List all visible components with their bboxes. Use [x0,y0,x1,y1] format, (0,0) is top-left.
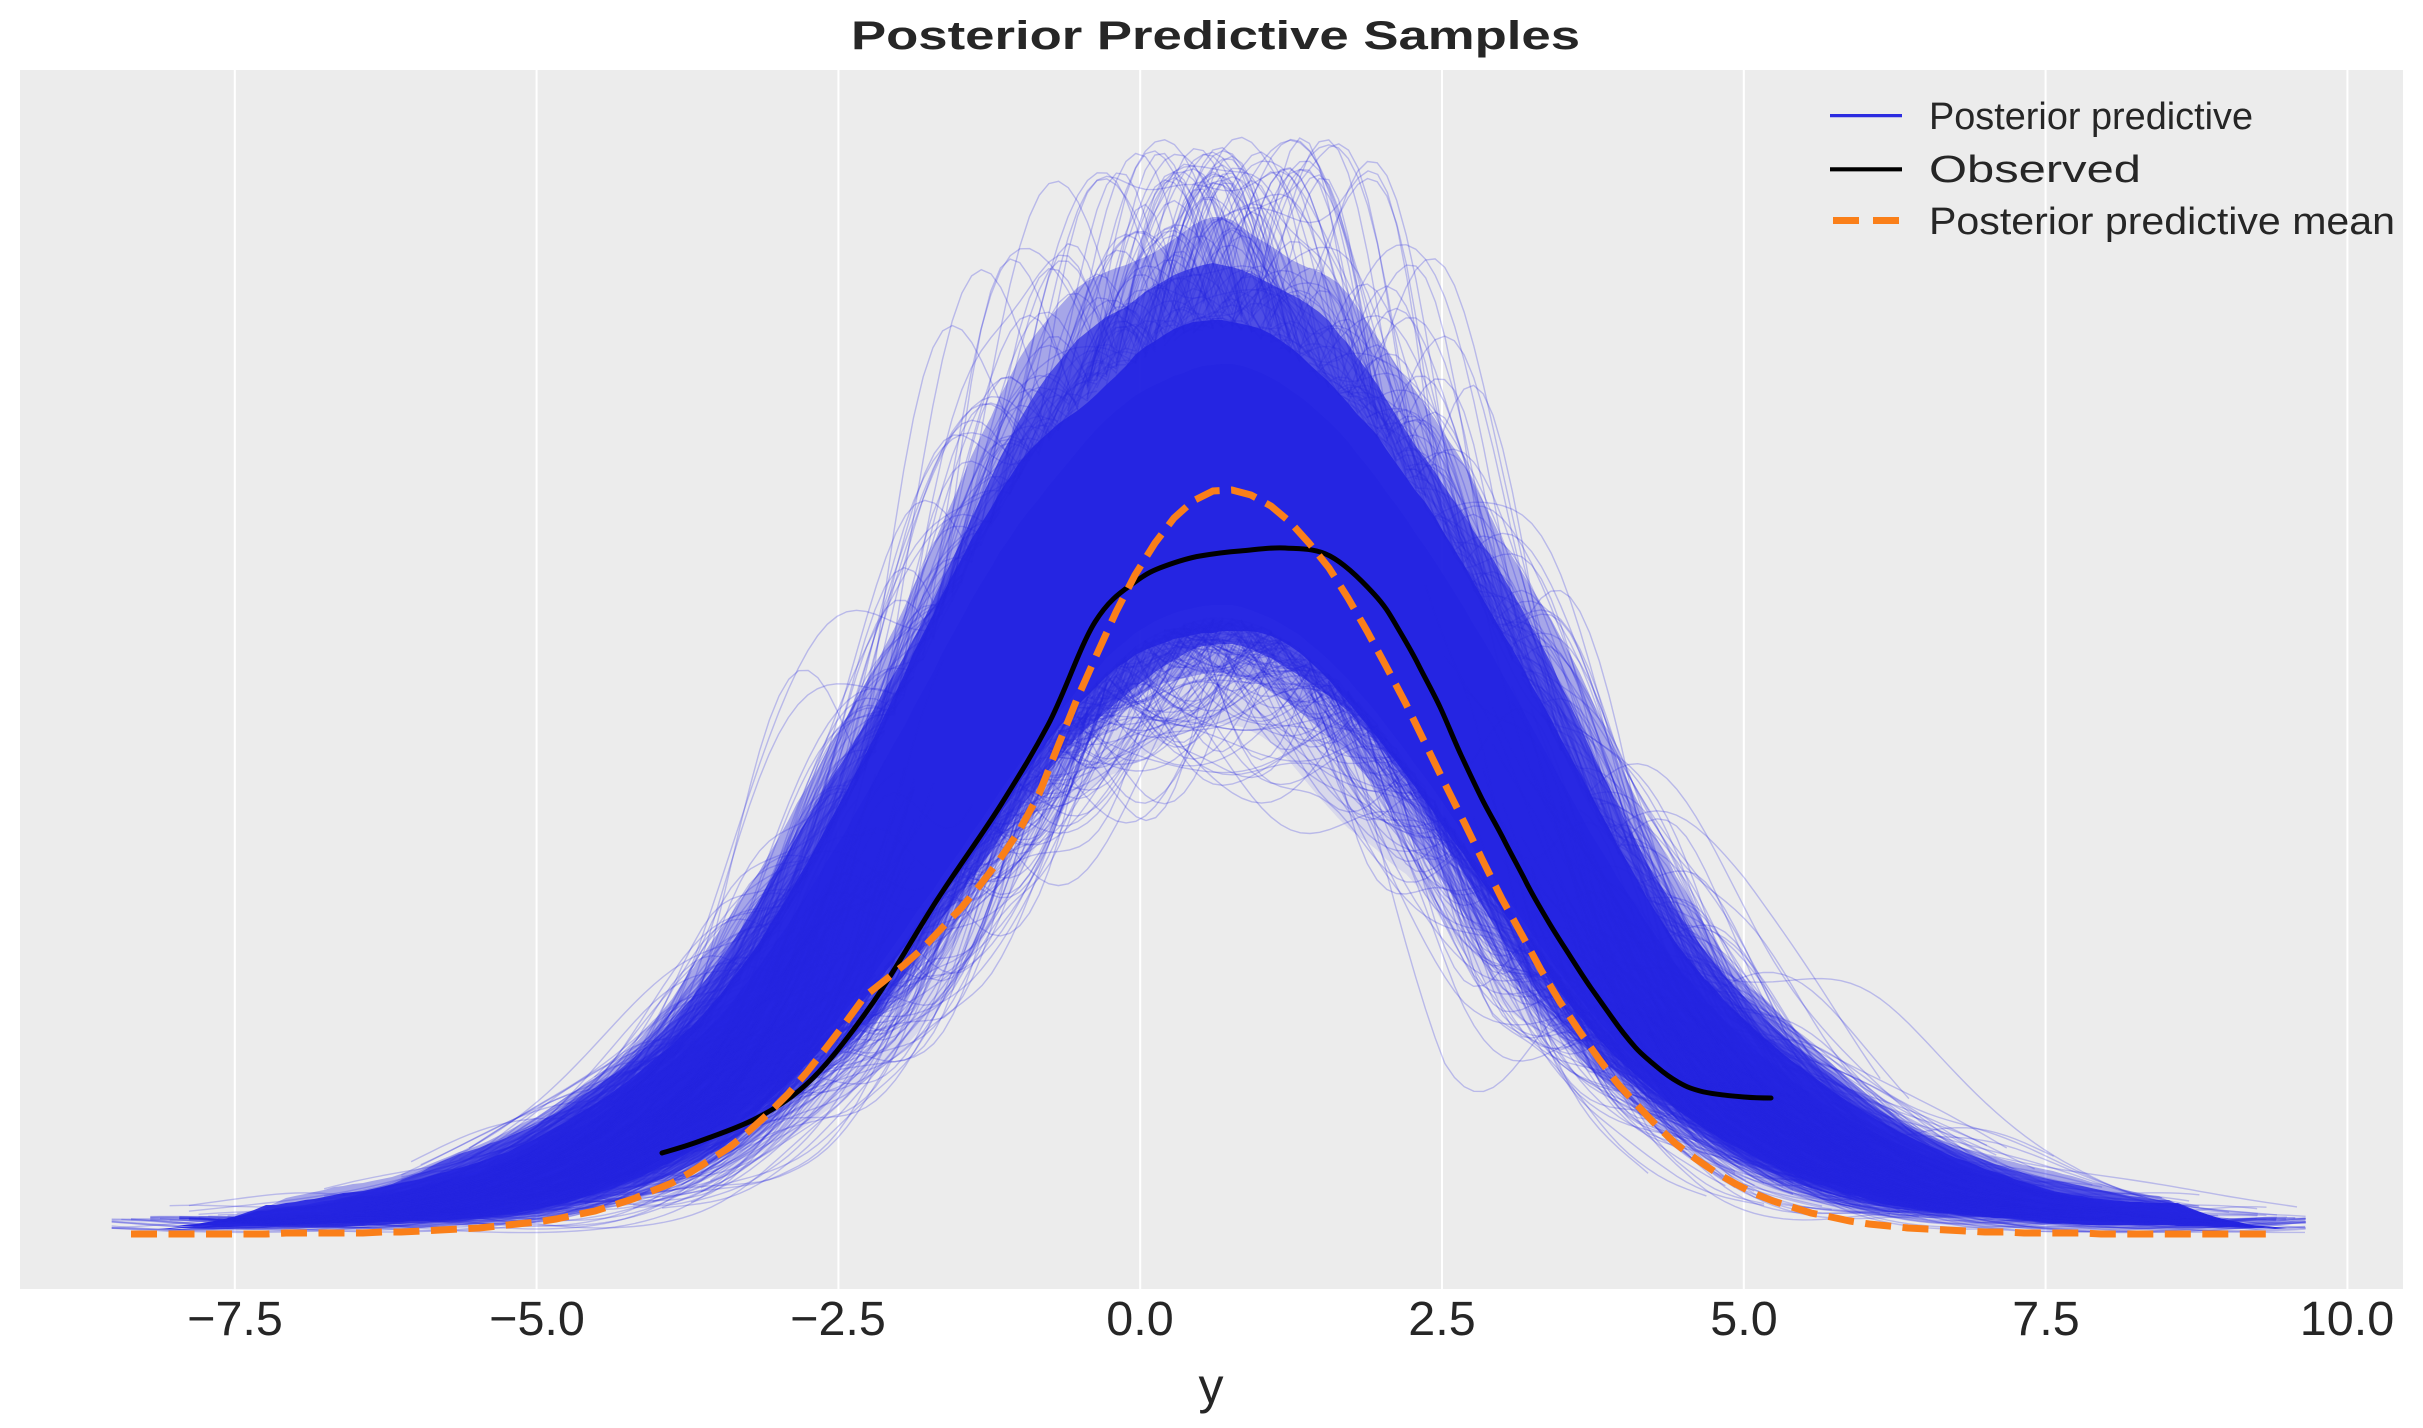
svg-text:Observed: Observed [1929,149,2141,191]
svg-text:7.5: 7.5 [2012,1292,2079,1346]
svg-text:−7.5: −7.5 [187,1292,283,1346]
svg-text:0.0: 0.0 [1106,1292,1173,1346]
svg-text:−5.0: −5.0 [489,1292,585,1346]
svg-text:Posterior predictive: Posterior predictive [1929,96,2253,138]
svg-text:−2.5: −2.5 [790,1292,886,1346]
svg-text:Posterior Predictive Samples: Posterior Predictive Samples [851,14,1580,58]
svg-text:2.5: 2.5 [1408,1292,1475,1346]
svg-text:y: y [1199,1358,1224,1414]
svg-text:Posterior predictive mean: Posterior predictive mean [1929,201,2395,243]
svg-text:10.0: 10.0 [2300,1292,2394,1346]
svg-text:5.0: 5.0 [1710,1292,1777,1346]
